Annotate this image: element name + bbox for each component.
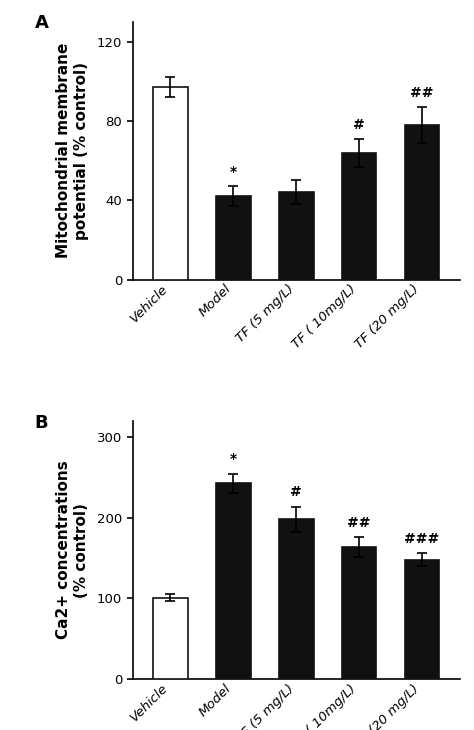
Bar: [153, 598, 188, 679]
Bar: [342, 153, 376, 280]
Bar: [279, 192, 313, 280]
Text: ##: ##: [347, 516, 371, 530]
Bar: [405, 560, 439, 679]
Text: B: B: [35, 413, 48, 431]
Text: ###: ###: [404, 532, 440, 546]
Bar: [216, 196, 251, 280]
Text: *: *: [230, 165, 237, 179]
Bar: [279, 520, 313, 679]
Text: *: *: [230, 453, 237, 466]
Bar: [153, 88, 188, 280]
Y-axis label: Mitochondrial membrane
potential (% control): Mitochondrial membrane potential (% cont…: [56, 43, 89, 258]
Bar: [405, 125, 439, 280]
Text: ##: ##: [410, 86, 434, 100]
Text: A: A: [35, 14, 48, 32]
Bar: [216, 483, 251, 679]
Text: #: #: [291, 485, 302, 499]
Text: #: #: [353, 118, 365, 131]
Bar: [342, 547, 376, 679]
Y-axis label: Ca2+ concentrations
(% control): Ca2+ concentrations (% control): [56, 461, 89, 639]
